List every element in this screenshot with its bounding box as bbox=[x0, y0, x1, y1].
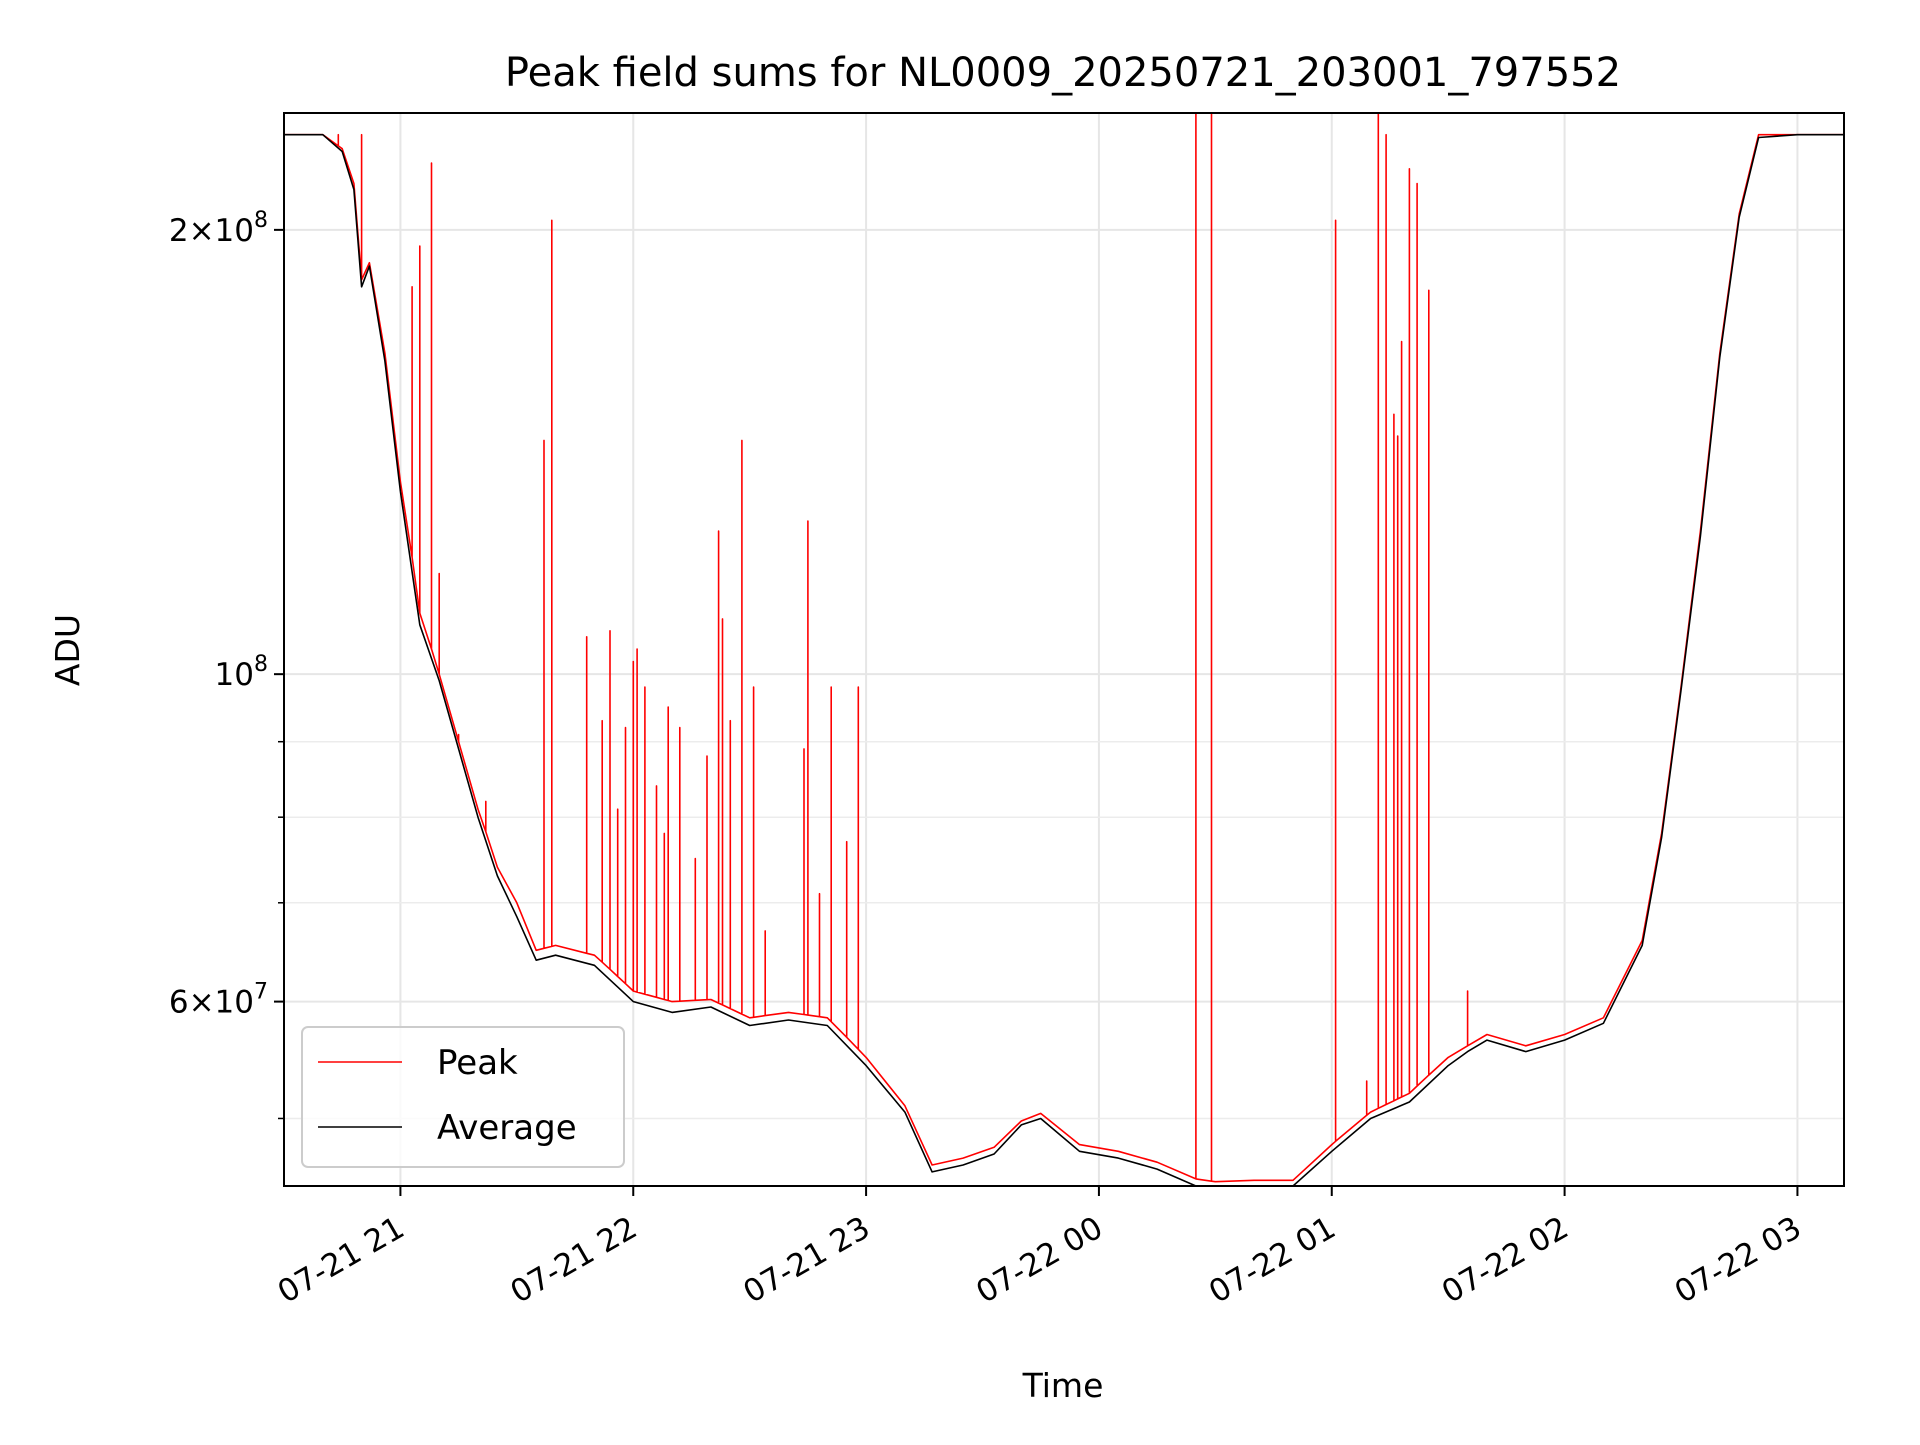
y-tick-label: 2×108 bbox=[169, 208, 268, 249]
legend: Peak Average bbox=[301, 1026, 625, 1168]
x-tick-label: 07-22 01 bbox=[1203, 1210, 1342, 1311]
y-axis-label: ADU bbox=[48, 614, 87, 686]
x-tick-label: 07-22 00 bbox=[970, 1210, 1109, 1311]
grid-lines bbox=[284, 113, 1844, 1186]
x-tick-label: 07-22 02 bbox=[1436, 1210, 1575, 1311]
legend-label-average: Average bbox=[437, 1108, 577, 1148]
x-tick-label: 07-22 03 bbox=[1669, 1210, 1808, 1311]
series-line-peak bbox=[284, 113, 1844, 1183]
x-tick-label: 07-21 23 bbox=[737, 1210, 876, 1311]
chart-title: Peak field sums for NL0009_20250721_2030… bbox=[505, 50, 1621, 96]
x-axis-ticks: 07-21 21 07-21 22 07-21 23 07-22 00 07-22 01… bbox=[272, 1186, 1808, 1311]
x-axis-label: Time bbox=[1022, 1366, 1104, 1405]
y-tick-label: 6×107 bbox=[169, 980, 268, 1021]
series-line-average bbox=[284, 133, 1844, 1186]
x-tick-label: 07-21 22 bbox=[505, 1210, 644, 1311]
y-axis-ticks: 6×107 108 2×108 bbox=[169, 208, 284, 1120]
x-tick-label: 07-21 21 bbox=[272, 1210, 411, 1311]
plot-area-frame bbox=[283, 112, 1845, 1187]
legend-label-peak: Peak bbox=[437, 1043, 518, 1083]
series-layer bbox=[284, 113, 1844, 1186]
y-tick-label: 108 bbox=[215, 652, 268, 693]
